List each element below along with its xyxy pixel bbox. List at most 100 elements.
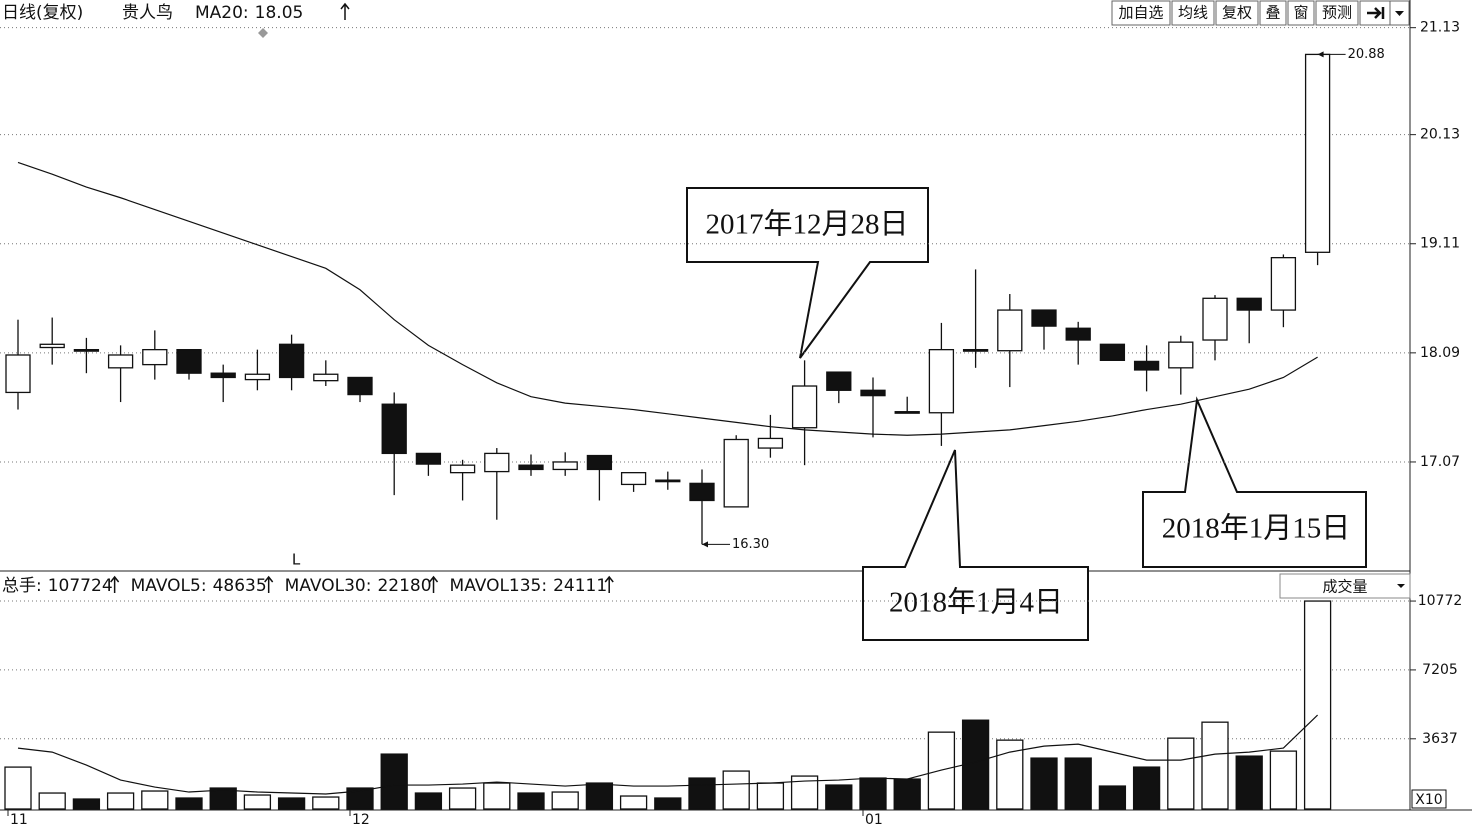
indicator: MAVOL135: 24111: [450, 576, 608, 596]
candle-body: [415, 452, 442, 465]
period: 日线(复权): [2, 3, 83, 23]
x-tick-label: 12: [352, 812, 370, 828]
volume-bar: [4, 766, 32, 810]
callout-text: 2018年1月15日: [1162, 512, 1351, 545]
candle-body: [313, 373, 339, 382]
candle-body: [176, 348, 202, 374]
arrow-icon: [264, 575, 274, 593]
volume-bar: [243, 794, 272, 810]
candle-body: [826, 371, 852, 391]
candle-body: [142, 348, 168, 366]
candle-body: [347, 376, 373, 396]
arrow-icon: [428, 575, 439, 593]
candle-body: [381, 403, 407, 455]
indicator-name: MAVOL5:: [131, 576, 207, 596]
x-tick-label: 01: [865, 812, 883, 828]
callout-text: 2017年12月28日: [705, 208, 908, 241]
diamond-marker: [258, 28, 268, 38]
toolbar-label: 窗: [1293, 4, 1308, 22]
candle-body: [894, 411, 920, 414]
candle-body: [997, 309, 1023, 352]
volume-bar: [346, 787, 374, 810]
x-tick-label: 11: [10, 812, 28, 828]
volume-bar: [756, 782, 785, 810]
volume-bar: [414, 792, 443, 810]
candle-body: [655, 479, 681, 483]
y-tick-label: 17.07: [1420, 454, 1460, 470]
candle-body: [757, 437, 784, 449]
toolbar-label: 复权: [1222, 4, 1252, 22]
y-tick-label: 18.09: [1420, 345, 1460, 361]
candle-body: [1304, 53, 1331, 253]
volume-bar: [141, 790, 169, 810]
volume-bar: [277, 797, 306, 810]
indicator-value: 24111: [553, 576, 607, 596]
candle-body: [1065, 327, 1091, 341]
toolbar-label: 加自选: [1118, 4, 1163, 22]
toolbar: 加自选 均线 复权叠窗预测: [1111, 0, 1410, 26]
marker-arrow: [1317, 51, 1324, 58]
y-tick-label: 21.13: [1420, 20, 1460, 36]
volume-bar: [1303, 600, 1332, 810]
callout-box: [686, 187, 929, 359]
volume-bar: [551, 791, 579, 810]
candle-body: [928, 348, 955, 414]
y-tick-label: 20.13: [1420, 127, 1460, 143]
candle-body: [73, 348, 100, 352]
volume-bar: [893, 778, 921, 810]
indicator-name: MAVOL30:: [285, 576, 372, 596]
volume-bar: [517, 792, 545, 810]
candle-body: [689, 482, 715, 502]
indicator-value: 107724: [48, 576, 113, 596]
candle-body: [962, 348, 989, 352]
toolbar-label: 均线: [1178, 4, 1208, 22]
volume-bar: [1235, 755, 1263, 810]
candle-body: [1099, 343, 1126, 361]
callout-box: [1142, 396, 1367, 568]
volume-bar: [859, 777, 887, 810]
arrow-icon: [604, 575, 614, 593]
candle-body: [1236, 297, 1262, 311]
candle-body: [620, 472, 647, 486]
mavol-line: [17, 714, 1319, 795]
candle-body: [552, 461, 578, 471]
volume-bar: [106, 792, 135, 810]
volume-bar: [380, 753, 408, 810]
arrow-icon: [340, 2, 350, 20]
volume-bar: [1201, 721, 1229, 810]
volume-bar: [996, 739, 1024, 810]
candle-body: [1202, 297, 1228, 341]
indicator-name: 成交量: [1322, 578, 1367, 596]
indicator: 总手: 107724: [2, 576, 113, 596]
candle-body: [484, 452, 510, 473]
toolbar-button[interactable]: [1215, 0, 1259, 26]
indicator-name: 总手:: [2, 576, 42, 596]
volume-bar: [1098, 785, 1127, 810]
y-tick-label: 7205: [1422, 662, 1458, 678]
icon: [1367, 7, 1385, 19]
stock-name: 贵人鸟: [122, 3, 173, 23]
icon: [1397, 584, 1405, 588]
candle-body: [1168, 341, 1194, 369]
marker-label: 20.88: [1348, 47, 1385, 62]
toolbar-button[interactable]: [1315, 0, 1359, 26]
toolbar-button[interactable]: [1287, 0, 1315, 26]
volume-bar: [688, 777, 716, 810]
candle-body: [449, 464, 476, 474]
volume-bar: [483, 782, 511, 810]
volume-bar: [1269, 750, 1298, 810]
volume-bar: [175, 797, 203, 810]
marker-arrow: [702, 541, 708, 548]
volume-bar: [585, 782, 614, 810]
volume-bar: [448, 787, 477, 810]
toolbar-label: 叠: [1265, 4, 1280, 22]
indicator-dropdown[interactable]: [1279, 573, 1411, 599]
toolbar-button[interactable]: [1259, 0, 1287, 26]
toolbar-button[interactable]: [1111, 0, 1171, 26]
indicator-value: 48635: [213, 576, 267, 596]
candle-body: [5, 354, 31, 394]
toolbar-button[interactable]: [1171, 0, 1215, 26]
